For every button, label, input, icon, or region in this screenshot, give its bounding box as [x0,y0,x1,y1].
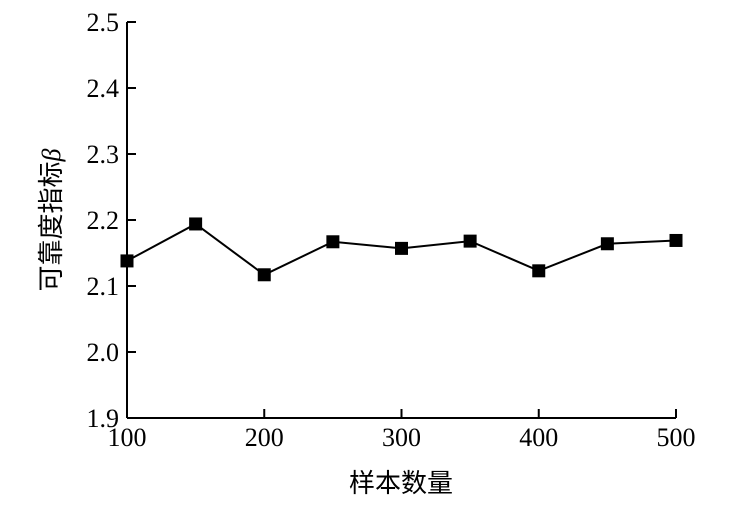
y-axis-title-text: 可靠度指标 [37,161,66,291]
x-tick-label: 400 [519,423,558,452]
y-tick-label: 2.5 [87,8,120,37]
data-point-marker [532,264,546,278]
data-point-marker [600,237,614,251]
data-point-marker [120,254,134,268]
y-axis-title-symbol: β [37,148,66,162]
y-axis-title: 可靠度指标β [37,148,66,291]
y-tick-label: 2.4 [87,74,120,103]
y-tick-label: 2.2 [87,206,120,235]
ticks: 1.9 2.0 2.1 2.2 2.3 2.4 2.5 100 200 300 400 500 [87,8,696,452]
x-tick-label: 100 [108,423,147,452]
y-tick-label: 2.0 [87,338,120,367]
data-point-marker [189,217,203,231]
x-axis-title: 样本数量 [349,469,453,498]
x-tick-label: 200 [245,423,284,452]
data-point-marker [669,233,683,247]
data-point-marker [395,241,408,255]
y-tick-label: 2.3 [87,140,120,169]
x-tick-label: 500 [657,423,696,452]
x-tick-label: 300 [382,423,421,452]
data-point-marker [257,268,271,282]
axes [126,22,676,419]
series [120,217,683,282]
y-tick-label: 2.1 [87,272,120,301]
y-tick-label: 1.9 [87,404,120,433]
data-point-marker [326,235,340,249]
data-point-marker [463,234,477,248]
